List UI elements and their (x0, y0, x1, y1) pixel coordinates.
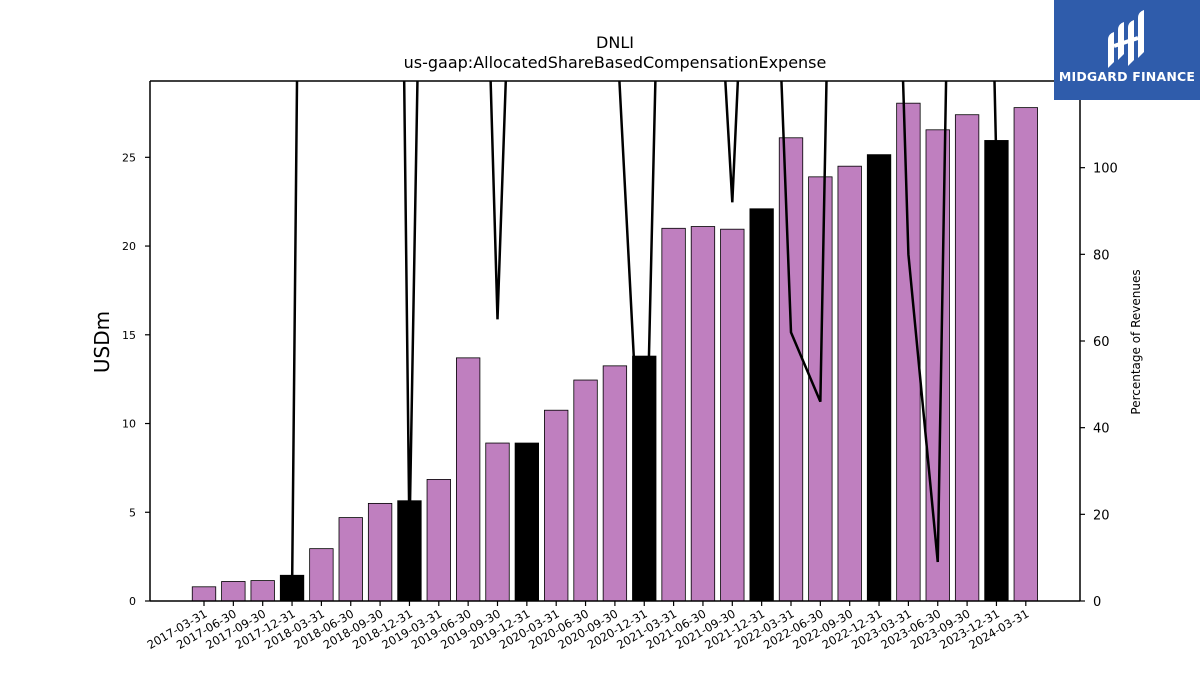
bars-layer (191, 102, 1038, 602)
bar-2019-06-30 (455, 357, 481, 602)
bar-2017-06-30 (221, 581, 246, 602)
bar-2021-09-30 (720, 228, 745, 602)
bar-2024-03-31 (1013, 107, 1038, 602)
y2-tick-label: 40 (1093, 422, 1110, 437)
midgard-logo-icon (1108, 10, 1144, 68)
y-tick-label: 5 (129, 506, 136, 519)
y2-axis-label: Percentage of Revenues (1129, 269, 1143, 414)
bar-2023-12-31 (984, 140, 1009, 602)
y-tick-label: 0 (129, 595, 136, 608)
logo-text: MIDGARD FINANCE (1058, 69, 1196, 84)
bar-2019-09-30 (485, 442, 510, 602)
bar-2022-09-30 (837, 165, 862, 602)
y2-tick-label: 100 (1093, 162, 1118, 177)
y-axis-label: USDm (90, 311, 114, 373)
bar-2019-03-31 (426, 479, 451, 602)
bar-2022-03-31 (778, 137, 804, 602)
y-tick-label: 20 (122, 240, 136, 253)
percentage-of-revenues-line (290, 81, 998, 593)
bar-2017-09-30 (250, 580, 275, 602)
bar-2020-03-31 (544, 409, 569, 602)
chart-title: DNLI (596, 33, 634, 52)
bar-2020-06-30 (573, 379, 598, 602)
y2-tick-label: 60 (1093, 335, 1110, 350)
y2-tick-label: 0 (1093, 595, 1101, 610)
bar-2018-03-31 (309, 548, 334, 602)
y-tick-label: 25 (122, 151, 136, 164)
y2-tick-label: 80 (1093, 248, 1110, 263)
y-tick-label: 10 (122, 418, 136, 431)
percentage-line-layer (290, 81, 998, 593)
bar-2020-09-30 (602, 365, 628, 602)
bar-2018-09-30 (367, 502, 393, 602)
bar-2018-06-30 (338, 517, 363, 602)
bar-2021-12-31 (749, 208, 774, 602)
bar-2023-09-30 (954, 114, 980, 602)
y2-tick-label: 20 (1093, 508, 1110, 523)
bar-2021-06-30 (690, 226, 716, 602)
chart-subtitle: us-gaap:AllocatedShareBasedCompensationE… (404, 53, 827, 72)
midgard-finance-logo: MIDGARD FINANCE (1054, 0, 1200, 100)
bar-2022-12-31 (866, 154, 892, 602)
bar-2021-03-31 (661, 227, 686, 602)
y-tick-label: 15 (122, 329, 136, 342)
bar-2017-03-31 (191, 586, 217, 602)
bar-2019-12-31 (514, 442, 539, 602)
